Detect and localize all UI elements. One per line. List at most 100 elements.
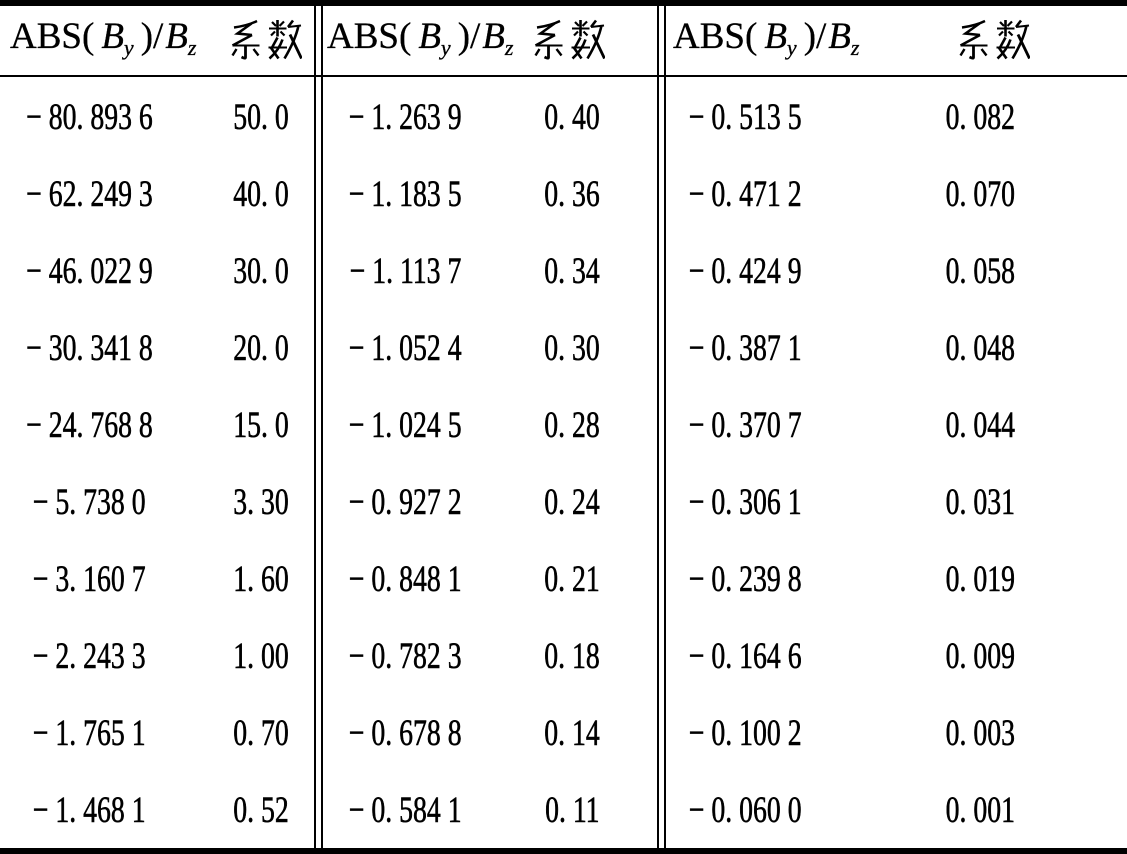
abs-ratio-value: − 0. 513 5 [688, 97, 802, 138]
abs-ratio-cell: − 1. 024 5 [323, 385, 487, 462]
table-row: − 30. 341 8 20. 0 [0, 308, 314, 385]
table-row: − 24. 768 8 15. 0 [0, 385, 314, 462]
abs-ratio-value: − 1. 183 5 [348, 174, 462, 215]
abs-ratio-cell: − 3. 160 7 [0, 539, 178, 616]
coefficient-cell: 1. 00 [178, 616, 314, 693]
abs-ratio-value: − 0. 060 0 [688, 790, 802, 831]
abs-ratio-cell: − 0. 387 1 [666, 308, 824, 385]
table-row: − 0. 848 1 0. 21 [323, 539, 657, 616]
abs-ratio-value: − 0. 424 9 [688, 251, 802, 292]
coefficient-value: 0. 30 [544, 328, 600, 369]
abs-ratio-cell: − 0. 584 1 [323, 770, 487, 847]
subscript-y: y [786, 35, 797, 60]
abs-ratio-value: − 0. 782 3 [348, 636, 462, 677]
abs-ratio-cell: − 1. 113 7 [323, 231, 487, 308]
coefficient-value: 0. 070 [945, 174, 1015, 215]
coefficient-value: 1. 00 [233, 636, 289, 677]
abs-ratio-value: − 0. 100 2 [688, 713, 802, 754]
column-group-separator [314, 6, 323, 848]
abs-ratio-value: − 2. 243 3 [32, 636, 146, 677]
table-row: − 0. 513 5 0. 082 [666, 77, 1127, 154]
coefficient-cell: 30. 0 [178, 231, 314, 308]
table-row: − 0. 927 2 0. 24 [323, 462, 657, 539]
coefficient-value: 0. 082 [945, 97, 1015, 138]
abs-ratio-header: ABS(By)/Bz [10, 16, 197, 59]
coefficient-cell: 0. 11 [487, 770, 657, 847]
table-row: − 0. 424 9 0. 058 [666, 231, 1127, 308]
abs-ratio-value: − 0. 678 8 [348, 713, 462, 754]
coefficient-value: 0. 28 [544, 405, 600, 446]
abs-ratio-value: − 80. 893 6 [25, 97, 153, 138]
abs-ratio-value: − 1. 113 7 [349, 251, 461, 292]
abs-close: ) [803, 16, 817, 57]
abs-ratio-value: − 24. 768 8 [25, 405, 153, 446]
abs-ratio-value: − 1. 468 1 [32, 790, 146, 831]
abs-ratio-header: ABS(By)/Bz [673, 16, 860, 59]
table-row: − 0. 239 8 0. 019 [666, 539, 1127, 616]
subscript-z: z [504, 35, 514, 60]
abs-ratio-cell: − 0. 471 2 [666, 154, 824, 231]
coefficient-cell: 0. 048 [824, 308, 1127, 385]
table-bottom-border [0, 848, 1127, 854]
abs-ratio-cell: − 46. 022 9 [0, 231, 178, 308]
abs-ratio-value: − 0. 164 6 [688, 636, 802, 677]
abs-ratio-value: − 62. 249 3 [25, 174, 153, 215]
coefficient-cell: 40. 0 [178, 154, 314, 231]
coefficient-cell: 0. 019 [824, 539, 1127, 616]
abs-close: ) [457, 16, 471, 57]
coefficient-value: 30. 0 [233, 251, 289, 292]
coefficient-value: 0. 048 [945, 328, 1015, 369]
coefficient-label [231, 19, 302, 60]
table-body: − 1. 263 9 0. 40 − 1. 183 5 0. 36 − 1. 113 7… [323, 77, 657, 847]
abs-ratio-value: − 0. 387 1 [688, 328, 802, 369]
coefficient-value: 0. 18 [544, 636, 600, 677]
b-variable: B [828, 16, 851, 57]
subscript-y: y [123, 35, 134, 60]
abs-ratio-value: − 0. 848 1 [348, 559, 462, 600]
abs-ratio-cell: − 0. 239 8 [666, 539, 824, 616]
coefficient-value: 50. 0 [233, 97, 289, 138]
coefficient-value: 1. 60 [233, 559, 289, 600]
coefficient-value: 0. 11 [544, 790, 600, 831]
abs-ratio-cell: − 0. 927 2 [323, 462, 487, 539]
coefficient-cell: 0. 031 [824, 462, 1127, 539]
table-row: − 1. 468 1 0. 52 [0, 770, 314, 847]
abs-ratio-value: − 0. 927 2 [348, 482, 462, 523]
column-group-separator [657, 6, 666, 848]
abs-ratio-cell: − 2. 243 3 [0, 616, 178, 693]
abs-ratio-cell: − 1. 468 1 [0, 770, 178, 847]
subscript-z: z [187, 35, 197, 60]
coefficient-cell: 0. 14 [487, 693, 657, 770]
coefficient-cell: 0. 34 [487, 231, 657, 308]
coefficient-value: 0. 21 [544, 559, 600, 600]
b-variable: B [482, 16, 505, 57]
abs-ratio-cell: − 30. 341 8 [0, 308, 178, 385]
coefficient-cell: 0. 001 [824, 770, 1127, 847]
divide-slash: / [470, 16, 481, 57]
coefficient-cell: 0. 18 [487, 616, 657, 693]
coefficient-cell: 50. 0 [178, 77, 314, 154]
coefficient-value: 0. 001 [945, 790, 1015, 831]
abs-ratio-value: − 0. 584 1 [348, 790, 462, 831]
table-row: − 2. 243 3 1. 00 [0, 616, 314, 693]
table-row: − 3. 160 7 1. 60 [0, 539, 314, 616]
coefficient-cell: 20. 0 [178, 308, 314, 385]
abs-ratio-cell: − 1. 263 9 [323, 77, 487, 154]
coefficient-cell: 0. 70 [178, 693, 314, 770]
coefficient-cell: 1. 60 [178, 539, 314, 616]
abs-ratio-cell: − 0. 306 1 [666, 462, 824, 539]
coefficient-value: 0. 24 [544, 482, 600, 523]
abs-ratio-value: − 1. 024 5 [348, 405, 462, 446]
abs-ratio-cell: − 0. 100 2 [666, 693, 824, 770]
abs-ratio-cell: − 0. 678 8 [323, 693, 487, 770]
abs-open: ABS( [10, 16, 95, 57]
table-row: − 1. 052 4 0. 30 [323, 308, 657, 385]
coefficient-value: 0. 019 [945, 559, 1015, 600]
coefficient-cell: 0. 21 [487, 539, 657, 616]
table-body: − 80. 893 6 50. 0 − 62. 249 3 40. 0 − 46. 02… [0, 77, 314, 847]
coefficient-value: 0. 14 [544, 713, 600, 754]
abs-ratio-cell: − 1. 183 5 [323, 154, 487, 231]
table-row: − 46. 022 9 30. 0 [0, 231, 314, 308]
divide-slash: / [816, 16, 827, 57]
